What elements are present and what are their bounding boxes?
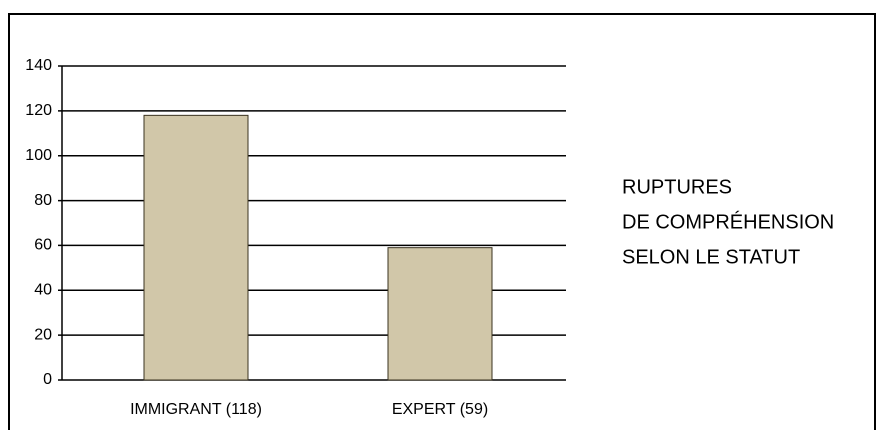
y-tick-label: 80 [34, 192, 52, 209]
x-tick-label: IMMIGRANT (118) [130, 401, 262, 418]
y-tick-label: 60 [34, 237, 52, 254]
bar [143, 114, 249, 381]
bar [387, 247, 493, 381]
y-tick-label: 100 [25, 147, 52, 164]
frame [8, 13, 876, 430]
y-tick-label: 0 [43, 371, 52, 388]
chart-title: DE COMPRÉHENSION [622, 210, 834, 233]
chart-title: SELON LE STATUT [622, 246, 800, 268]
y-tick-label: 140 [25, 57, 52, 74]
y-tick-label: 120 [25, 102, 52, 119]
chart-title: RUPTURES [622, 176, 732, 198]
y-tick-label: 20 [34, 326, 52, 343]
y-tick-label: 40 [34, 282, 52, 299]
x-tick-label: EXPERT (59) [392, 401, 488, 418]
